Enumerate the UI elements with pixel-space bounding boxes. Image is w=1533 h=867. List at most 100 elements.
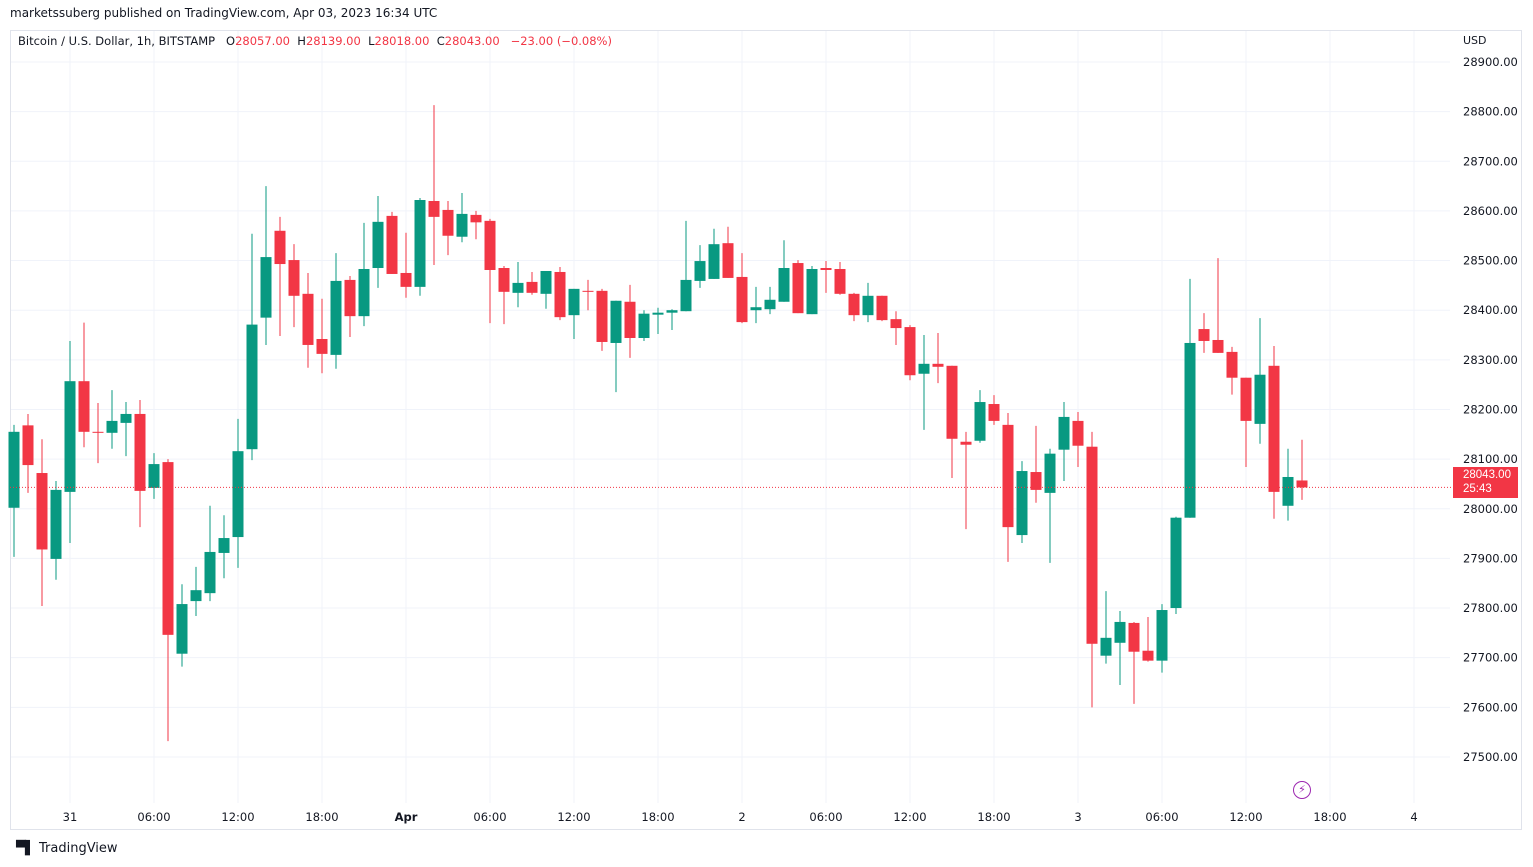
- candle-body: [526, 281, 538, 293]
- candle-body: [1198, 329, 1210, 341]
- candle: [1254, 318, 1266, 444]
- candle: [218, 515, 230, 579]
- candle: [722, 226, 734, 278]
- candle-body: [652, 312, 664, 315]
- candle: [372, 196, 384, 288]
- published-caption: marketssuberg published on TradingView.c…: [10, 6, 438, 20]
- footer-brand[interactable]: ▀▌ TradingView: [16, 841, 118, 856]
- candle: [190, 566, 202, 616]
- candle-body: [1212, 339, 1224, 353]
- candle-body: [78, 381, 90, 432]
- candle-body: [918, 363, 930, 374]
- candle-body: [1058, 416, 1070, 450]
- currency-label: USD: [1463, 34, 1487, 47]
- candle: [22, 413, 34, 493]
- candle: [484, 218, 496, 324]
- open-label: O: [226, 34, 236, 48]
- candle-body: [190, 590, 202, 602]
- candle-body: [414, 199, 426, 287]
- candle: [120, 402, 132, 457]
- time-tick-label: 3: [1074, 810, 1081, 824]
- candle-body: [960, 441, 972, 445]
- candle: [694, 245, 706, 288]
- price-tick-label: 27600.00: [1463, 700, 1518, 714]
- price-tick-label: 27800.00: [1463, 601, 1518, 615]
- candle: [876, 295, 888, 322]
- candle: [260, 186, 272, 345]
- candle-body: [904, 327, 916, 376]
- candle: [358, 222, 370, 327]
- candle: [1226, 346, 1238, 395]
- candle: [1198, 313, 1210, 353]
- candle-body: [974, 402, 986, 441]
- candle: [1044, 448, 1056, 563]
- candle: [134, 400, 146, 528]
- candle: [554, 267, 566, 321]
- low-value: 28018.00: [374, 34, 430, 48]
- candle-body: [624, 301, 636, 338]
- candle-body: [358, 268, 370, 317]
- time-tick-label: 06:00: [1145, 810, 1178, 824]
- candle: [1114, 611, 1126, 685]
- price-tick-label: 28700.00: [1463, 154, 1518, 168]
- candle-body: [1296, 480, 1308, 488]
- candle-body: [1044, 453, 1056, 493]
- candle-body: [288, 260, 300, 296]
- chart-frame: [10, 30, 1522, 830]
- candle-body: [1086, 446, 1098, 644]
- candle-body: [582, 290, 594, 292]
- candle: [862, 282, 874, 323]
- candle-body: [274, 230, 286, 265]
- candles: [8, 105, 1308, 742]
- candle-body: [1282, 476, 1294, 506]
- candle: [8, 424, 20, 557]
- candle: [820, 261, 832, 293]
- candle: [246, 233, 258, 461]
- candle: [92, 403, 104, 464]
- candle: [232, 418, 244, 568]
- candle-body: [848, 293, 860, 316]
- candle: [1240, 377, 1252, 468]
- time-tick-label: 06:00: [137, 810, 170, 824]
- candle-body: [246, 324, 258, 450]
- time-tick-label: 2: [738, 810, 745, 824]
- candle: [750, 286, 762, 324]
- candle-body: [1142, 650, 1154, 661]
- candle: [1184, 278, 1196, 518]
- candle-body: [610, 300, 622, 343]
- time-tick-label: 18:00: [1313, 810, 1346, 824]
- candle-body: [862, 295, 874, 316]
- candle-body: [876, 295, 888, 321]
- candle-body: [134, 413, 146, 491]
- candle-body: [232, 451, 244, 538]
- lightning-icon[interactable]: ⚡: [1293, 781, 1311, 799]
- candle-body: [1156, 610, 1168, 661]
- candle: [386, 211, 398, 274]
- high-label: H: [297, 34, 306, 48]
- candle-body: [470, 214, 482, 223]
- candle-body: [316, 338, 328, 354]
- price-axis[interactable]: 27500.00 27600.00 27700.00 27800.00 27900.00…: [1463, 55, 1518, 764]
- candle-body: [428, 200, 440, 217]
- close-value: 28043.00: [444, 34, 500, 48]
- candle-body: [204, 551, 216, 594]
- candle: [442, 200, 454, 256]
- price-tick-label: 28500.00: [1463, 254, 1518, 268]
- candle-body: [1184, 342, 1196, 518]
- candle: [1128, 621, 1140, 704]
- time-tick-label: 18:00: [305, 810, 338, 824]
- bar-countdown: 25:43: [1463, 483, 1492, 495]
- candle: [36, 439, 48, 607]
- candle: [1212, 258, 1224, 353]
- candle: [792, 260, 804, 314]
- candle-body: [302, 293, 314, 345]
- time-tick-label: 12:00: [221, 810, 254, 824]
- time-tick-label: 06:00: [809, 810, 842, 824]
- candle: [470, 210, 482, 240]
- candle-body: [260, 257, 272, 318]
- candle-body: [554, 271, 566, 318]
- candle-body: [218, 538, 230, 553]
- time-axis[interactable]: 31 06:00 12:00 18:00 Apr 06:00 12:00 18:00 2 06:0…: [63, 810, 1418, 824]
- candle-body: [64, 381, 76, 492]
